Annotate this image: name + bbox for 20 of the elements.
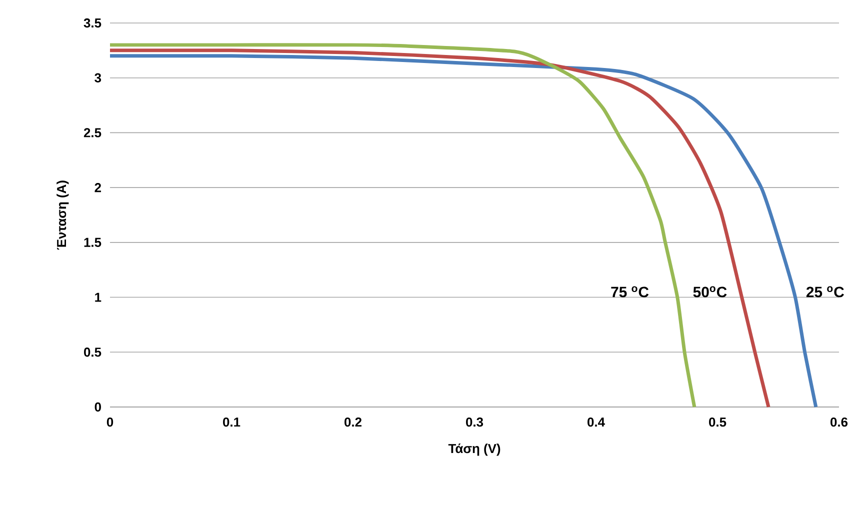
x-tick-label: 0.4 [588,417,605,427]
y-tick-label: 3 [94,73,102,82]
annotation: 50$^{o}$C [693,286,727,298]
x-tick-label: 0.3 [466,417,484,427]
x-tick-label: 0 [106,417,114,427]
y-tick-label: 2.5 [84,128,102,138]
y-axis-title: Ένταση (A) [56,180,69,250]
annotation: 25 $^{o}$C [806,286,844,298]
x-tick-label: 0.6 [830,417,848,427]
y-tick-label: 1 [95,292,102,302]
y-tick-label: 0.5 [84,348,102,357]
x-axis-title: Τάση (V) [448,443,500,456]
annotation: 75 $^{o}$C [611,286,649,298]
y-tick-label: 1.5 [84,238,102,247]
x-tick-label: 0.1 [223,417,240,427]
y-tick-label: 0 [94,402,101,412]
y-tick-label: 3.5 [84,18,102,28]
x-tick-label: 0.2 [344,417,362,427]
x-tick-label: 0.5 [709,417,726,427]
y-tick-label: 2 [94,183,101,192]
